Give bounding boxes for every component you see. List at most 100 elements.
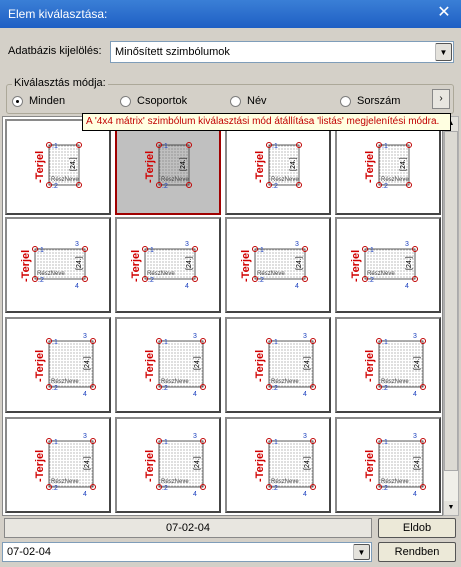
symbol-cell[interactable]: -Terjel RészNeve [24.]:1:2 3 4 — [335, 317, 441, 413]
radio-nev[interactable]: Név — [230, 95, 267, 107]
position-number-label: [24.] — [76, 256, 83, 270]
terminal-icon — [156, 142, 162, 148]
terminal-icon — [32, 276, 38, 282]
pin-number-label: :2 — [162, 385, 168, 392]
radio-label: Minden — [29, 95, 66, 107]
pin-number-label: 3 — [413, 433, 417, 440]
symbol-cell[interactable]: -Terjel RészNeve [24.]:1:2 3 4 — [5, 417, 111, 513]
position-number-label: [24.] — [414, 356, 421, 370]
terjel-label: -Terjel — [254, 350, 266, 382]
vertical-scrollbar[interactable]: ▲ ▼ — [443, 116, 459, 516]
discard-button[interactable]: Eldob — [378, 518, 456, 538]
terminal-icon — [266, 182, 272, 188]
scroll-thumb[interactable] — [444, 131, 458, 471]
radio-csoportok[interactable]: Csoportok — [120, 95, 187, 107]
scroll-down-icon[interactable]: ▼ — [444, 501, 458, 515]
symbol-box — [378, 340, 424, 388]
terminal-icon — [192, 246, 198, 252]
terjel-label: -Terjel — [144, 450, 156, 482]
pin-number-label: 3 — [193, 433, 197, 440]
symbol-cell[interactable]: -Terjel RészNeve [24.]:1:2 — [225, 119, 331, 215]
reszneve-label: RészNeve — [161, 479, 189, 485]
bottom-combo-value: 07-02-04 — [7, 546, 52, 558]
symbol-cell[interactable]: -Terjel RészNeve [24.]:1:2 3 4 — [115, 417, 221, 513]
terminal-icon — [90, 384, 96, 390]
terminal-icon — [420, 484, 426, 490]
symbol-cell[interactable]: -Terjel RészNeve [24.]:1:2 — [5, 119, 111, 215]
view-toggle-button[interactable]: › — [432, 89, 450, 109]
terminal-icon — [156, 438, 162, 444]
pin-number-label: 4 — [303, 391, 307, 398]
terminal-icon — [90, 484, 96, 490]
pin-number-label: 4 — [303, 491, 307, 498]
pin-number-label: :2 — [368, 277, 374, 284]
terjel-label: -Terjel — [130, 250, 142, 282]
reszneve-label: RészNeve — [271, 479, 299, 485]
symbol-cell[interactable]: -Terjel RészNeve [24.]:1:2 3 4 — [115, 217, 221, 313]
pin-number-label: :1 — [382, 339, 388, 346]
symbol-box — [158, 340, 204, 388]
symbol-cell[interactable]: -Terjel RészNeve [24.]:1:2 3 4 — [225, 417, 331, 513]
position-number-label: [24.] — [400, 157, 407, 171]
pin-number-label: :1 — [382, 143, 388, 150]
radio-minden[interactable]: Minden — [12, 95, 65, 107]
position-number-label: [24.] — [84, 356, 91, 370]
symbol-cell[interactable]: -Terjel RészNeve [24.]:1:2 — [115, 119, 221, 215]
pin-number-label: 3 — [75, 241, 79, 248]
reszneve-label: RészNeve — [51, 479, 79, 485]
database-value: Minősített szimbólumok — [115, 46, 230, 58]
terminal-icon — [406, 182, 412, 188]
symbol-cell[interactable]: -Terjel RészNeve [24.]:1:2 3 4 — [335, 417, 441, 513]
radio-sorszam[interactable]: Sorszám — [340, 95, 400, 107]
terminal-icon — [376, 438, 382, 444]
terjel-label: -Terjel — [364, 450, 376, 482]
symbol-cell[interactable]: -Terjel RészNeve [24.]:1:2 3 4 — [5, 317, 111, 413]
symbol-cell[interactable]: -Terjel RészNeve [24.]:1:2 3 4 — [335, 217, 441, 313]
terminal-icon — [266, 338, 272, 344]
pin-number-label: 3 — [83, 333, 87, 340]
ok-button[interactable]: Rendben — [378, 542, 456, 562]
symbol-cell[interactable]: -Terjel RészNeve [24.]:1:2 3 4 — [225, 317, 331, 413]
terminal-icon — [296, 142, 302, 148]
terminal-icon — [200, 484, 206, 490]
close-icon[interactable]: ✕ — [437, 4, 451, 21]
symbol-box — [158, 440, 204, 488]
terminal-icon — [46, 484, 52, 490]
position-number-label: [24.] — [70, 157, 77, 171]
reszneve-label: RészNeve — [271, 177, 299, 183]
symbol-grid: -Terjel RészNeve [24.]:1:2 -Terjel RészNeve [… — [2, 116, 443, 516]
terminal-icon — [76, 182, 82, 188]
symbol-cell[interactable]: -Terjel RészNeve [24.]:1:2 — [335, 119, 441, 215]
symbol-cell[interactable]: -Terjel RészNeve [24.]:1:2 3 4 — [115, 317, 221, 413]
terminal-icon — [266, 484, 272, 490]
bottom-combo[interactable]: 07-02-04 ▼ — [2, 542, 372, 562]
terminal-icon — [82, 246, 88, 252]
symbol-cell[interactable]: -Terjel RészNeve [24.]:1:2 3 4 — [5, 217, 111, 313]
terminal-icon — [420, 438, 426, 444]
pin-number-label: :1 — [258, 247, 264, 254]
database-combo[interactable]: Minősített szimbólumok ▼ — [110, 41, 454, 63]
database-label: Adatbázis kijelölés: — [8, 45, 102, 57]
terjel-label: -Terjel — [254, 151, 266, 183]
reszneve-label: RészNeve — [381, 379, 409, 385]
terminal-icon — [406, 142, 412, 148]
pin-number-label: 3 — [405, 241, 409, 248]
symbol-cell[interactable]: -Terjel RészNeve [24.]:1:2 3 4 — [225, 217, 331, 313]
terminal-icon — [46, 142, 52, 148]
pin-number-label: :1 — [52, 143, 58, 150]
pin-number-label: :1 — [162, 439, 168, 446]
terminal-icon — [310, 484, 316, 490]
terjel-label: -Terjel — [364, 151, 376, 183]
terminal-icon — [186, 142, 192, 148]
chevron-down-icon[interactable]: ▼ — [435, 43, 452, 61]
terminal-icon — [362, 246, 368, 252]
pin-number-label: :2 — [382, 183, 388, 190]
chevron-down-icon[interactable]: ▼ — [353, 544, 370, 560]
reszneve-label: RészNeve — [367, 271, 395, 277]
pin-number-label: 4 — [83, 391, 87, 398]
symbol-box — [34, 248, 86, 280]
pin-number-label: :2 — [38, 277, 44, 284]
terminal-icon — [76, 142, 82, 148]
symbol-box — [48, 340, 94, 388]
position-number-label: [24.] — [406, 256, 413, 270]
